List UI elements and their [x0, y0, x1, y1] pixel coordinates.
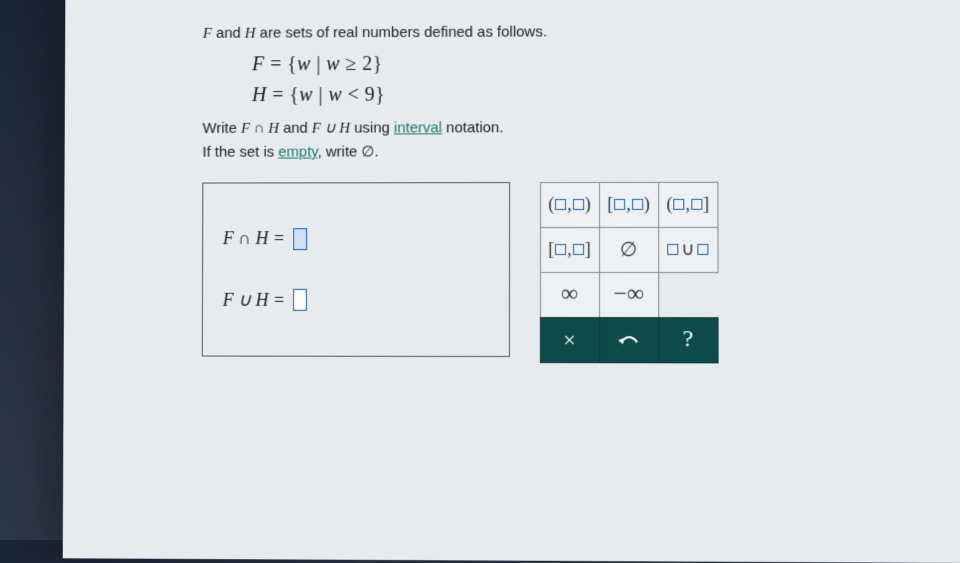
help-icon: ? — [683, 326, 694, 353]
var-F: F — [203, 26, 212, 42]
intersection-label: F ∩ H = — [223, 228, 285, 249]
interval-link[interactable]: interval — [394, 119, 442, 136]
intersection-row: F ∩ H = — [223, 228, 489, 250]
answer-area: F ∩ H = F ∪ H = (,) [,) (,] [,] ∅ ∪ ∞ −∞ — [202, 182, 923, 363]
interval-closed-open-button[interactable]: [,) — [599, 181, 659, 227]
var-H: H — [245, 26, 256, 42]
empty-link[interactable]: empty — [278, 144, 317, 161]
definition-F: F = {w | w ≥ 2} — [252, 51, 922, 76]
union-input[interactable] — [293, 289, 307, 311]
union-button[interactable]: ∪ — [658, 226, 718, 272]
instruction-line-1: Write F ∩ H and F ∪ H using interval not… — [203, 115, 923, 141]
help-button[interactable]: ? — [658, 317, 718, 363]
neg-infinity-button[interactable]: −∞ — [599, 272, 659, 318]
undo-icon — [617, 332, 641, 348]
union-row: F ∪ H = — [223, 289, 489, 311]
instruction-line-2: If the set is empty, write ∅. — [202, 139, 922, 164]
clear-button[interactable]: × — [539, 317, 599, 363]
definition-H: H = {w | w < 9} — [252, 82, 922, 107]
intersection-input[interactable] — [293, 228, 307, 250]
undo-button[interactable] — [599, 317, 659, 363]
interval-open-open-button[interactable]: (,) — [540, 181, 600, 227]
infinity-button[interactable]: ∞ — [539, 272, 599, 318]
answer-box: F ∩ H = F ∪ H = — [202, 182, 510, 357]
close-icon: × — [563, 327, 575, 353]
page-content: F and H are sets of real numbers defined… — [63, 0, 960, 563]
interval-open-closed-button[interactable]: (,] — [658, 181, 718, 227]
empty-set-button[interactable]: ∅ — [599, 226, 659, 272]
symbol-palette: (,) [,) (,] [,] ∅ ∪ ∞ −∞ × ? — [540, 182, 718, 363]
problem-intro: F and H are sets of real numbers defined… — [203, 19, 922, 46]
interval-closed-closed-button[interactable]: [,] — [539, 226, 599, 272]
union-label: F ∪ H = — [223, 290, 285, 311]
